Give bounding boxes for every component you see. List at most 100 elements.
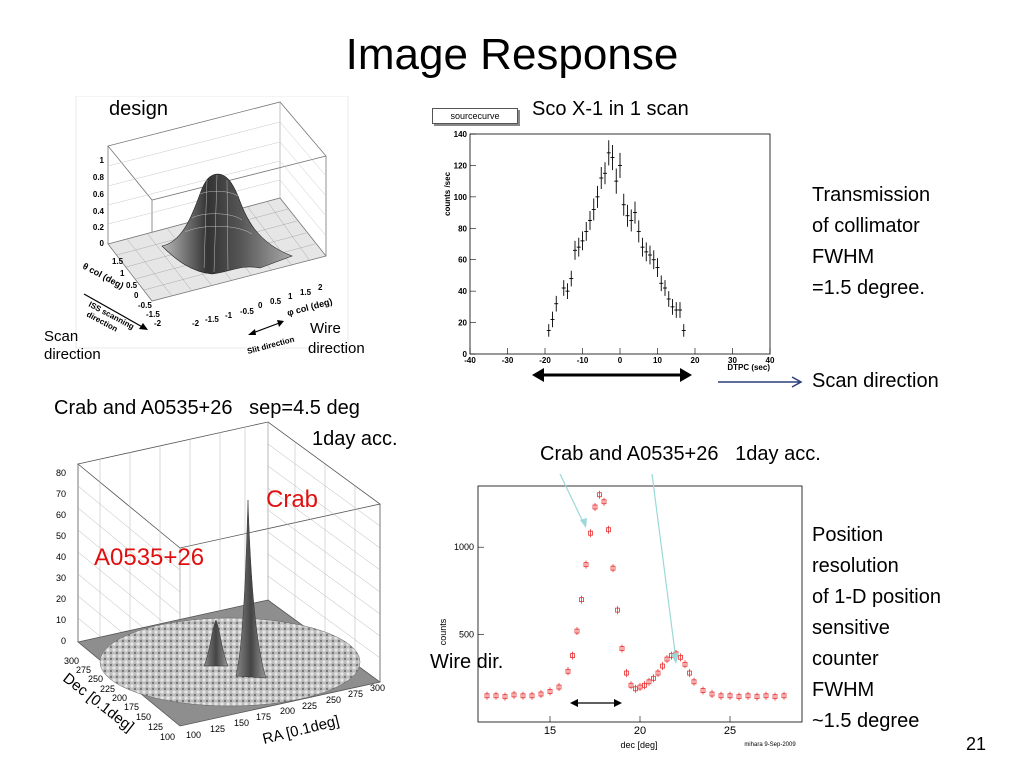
crab1d-label: Crab and A0535+26 1day acc. xyxy=(540,443,821,465)
data-point xyxy=(754,694,760,700)
x-tick-label: 0 xyxy=(618,356,623,365)
data-point xyxy=(556,684,562,690)
x-tick-label: 10 xyxy=(653,356,662,365)
x-tick-label: 40 xyxy=(766,356,775,365)
data-point xyxy=(678,654,683,660)
annotation-line: of collimator xyxy=(812,215,920,237)
annotation-line: FWHM xyxy=(812,246,875,268)
z-tick: 20 xyxy=(56,594,66,604)
data-point xyxy=(745,693,751,699)
ra-tick: 225 xyxy=(302,701,317,711)
ra-tick: 125 xyxy=(210,724,225,734)
dec-tick: 175 xyxy=(124,702,139,712)
annotation-line: counter xyxy=(812,648,879,670)
scan-direction-arrow xyxy=(718,376,803,388)
z-tick: 50 xyxy=(56,531,66,541)
z-tick: 0.8 xyxy=(93,173,105,182)
data-point xyxy=(628,682,634,688)
ra-tick: 100 xyxy=(186,730,201,740)
design-y-ticks: 1.5 1 0.5 0 -0.5 -1.5 -2 xyxy=(112,257,162,328)
y-tick-label: 100 xyxy=(454,193,468,202)
data-point xyxy=(736,694,742,700)
z-tick: 0.2 xyxy=(93,223,105,232)
transmission-annotation: Transmission of collimator FWHM =1.5 deg… xyxy=(812,180,930,304)
dec-tick: 125 xyxy=(148,722,163,732)
annotation-line: =1.5 degree. xyxy=(812,277,925,299)
z-tick: 30 xyxy=(56,573,66,583)
scan-direction-label-2: direction xyxy=(44,346,101,363)
crab3d-z-ticks: 80 70 60 50 40 30 20 10 0 xyxy=(56,468,66,646)
data-point xyxy=(727,693,733,699)
z-tick: 70 xyxy=(56,489,66,499)
ra-tick: 300 xyxy=(370,683,385,693)
x-tick-label: 30 xyxy=(728,356,737,365)
y-tick: -1.5 xyxy=(146,310,160,319)
x-tick-label: -40 xyxy=(464,356,476,365)
y-tick: 1 xyxy=(120,269,125,278)
data-point xyxy=(502,694,508,700)
z-tick: 40 xyxy=(56,552,66,562)
y-tick: -2 xyxy=(154,319,162,328)
sco-ylabel: counts /sec xyxy=(443,171,452,216)
data-point xyxy=(637,684,643,690)
z-tick: 10 xyxy=(56,615,66,625)
design-label: design xyxy=(109,98,168,120)
design-z-ticks: 1 0.8 0.6 0.4 0.2 0 xyxy=(93,156,105,248)
crab1d-xlabel: dec [deg] xyxy=(620,740,657,750)
crab1d-plot-frame xyxy=(477,485,803,723)
annotation-line: of 1-D position xyxy=(812,586,941,608)
sco-label: Sco X-1 in 1 scan xyxy=(532,98,689,120)
dec-tick: 300 xyxy=(64,656,79,666)
slide-title: Image Response xyxy=(345,30,679,79)
ra-tick: 275 xyxy=(348,689,363,699)
design-x-ticks: -2 -1.5 -1 -0.5 0 0.5 1 1.5 2 xyxy=(192,283,323,328)
data-point xyxy=(592,504,598,510)
data-point xyxy=(565,668,571,674)
y-tick-label: 1000 xyxy=(454,542,474,552)
data-point xyxy=(529,693,535,699)
x-tick-label: 25 xyxy=(724,725,736,737)
design-panel: 1 0.8 0.6 0.4 0.2 0 1.5 1 0.5 0 -0.5 -1.… xyxy=(42,95,362,366)
data-point xyxy=(646,679,652,685)
data-point xyxy=(610,565,616,571)
z-tick: 0 xyxy=(100,239,105,248)
data-point xyxy=(615,607,620,613)
y-tick: 1.5 xyxy=(112,257,124,266)
a0535-label: A0535+26 xyxy=(94,544,205,571)
y-tick-label: 80 xyxy=(458,224,467,233)
sco-xlabel: DTPC (sec) xyxy=(727,363,770,372)
data-point xyxy=(781,693,787,699)
data-point xyxy=(583,562,589,568)
histogram-name-box: sourcecurve xyxy=(432,108,518,124)
annotation-line: resolution xyxy=(812,555,899,577)
z-tick: 60 xyxy=(56,510,66,520)
page-number: 21 xyxy=(966,734,987,754)
x-tick: 1 xyxy=(288,292,293,301)
crab3d-label-1: Crab and A0535+26 sep=4.5 deg xyxy=(54,397,360,419)
dec-tick: 225 xyxy=(100,684,115,694)
crab3d-label-2: 1day acc. xyxy=(312,428,398,450)
dec-tick: 100 xyxy=(160,732,175,742)
data-point xyxy=(511,692,517,698)
crab1d-footer-tag: mihara 9-Sep-2009 xyxy=(744,742,796,748)
crab3d-plot: 80 70 60 50 40 30 20 10 0 300 275 250 22… xyxy=(56,421,385,748)
data-point xyxy=(642,682,647,688)
crab3d-ra-ticks: 100 125 150 175 200 225 250 275 300 xyxy=(186,683,385,740)
data-point xyxy=(579,597,584,603)
design-surface-plot: 1 0.8 0.6 0.4 0.2 0 1.5 1 0.5 0 -0.5 -1.… xyxy=(75,95,349,356)
y-tick-label: 500 xyxy=(459,630,474,640)
annotation-line: sensitive xyxy=(812,617,890,639)
data-point xyxy=(597,492,602,498)
z-tick: 0 xyxy=(61,636,66,646)
data-point xyxy=(606,527,611,533)
z-tick: 0.4 xyxy=(93,207,105,216)
data-point xyxy=(682,661,688,667)
ra-tick: 150 xyxy=(234,718,249,728)
x-tick-label: 15 xyxy=(544,725,556,737)
y-tick-label: 140 xyxy=(454,130,468,139)
data-point xyxy=(687,670,692,676)
y-tick: 0.5 xyxy=(126,281,138,290)
z-tick: 0.6 xyxy=(93,190,105,199)
data-point xyxy=(700,688,706,693)
data-point xyxy=(772,694,778,700)
